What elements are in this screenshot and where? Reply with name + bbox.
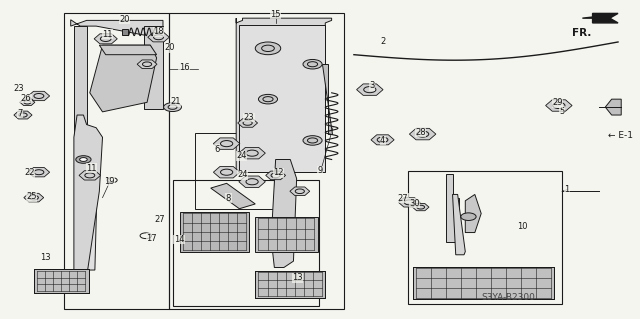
Polygon shape (24, 193, 44, 202)
Bar (65, 13, 170, 309)
Text: 11: 11 (102, 30, 113, 39)
Polygon shape (94, 34, 117, 44)
Circle shape (303, 136, 322, 145)
Polygon shape (28, 167, 50, 177)
Polygon shape (465, 195, 481, 233)
Text: 18: 18 (153, 27, 164, 36)
Circle shape (303, 59, 322, 69)
Text: 27: 27 (154, 215, 165, 224)
Polygon shape (74, 26, 86, 137)
Text: 20: 20 (120, 15, 130, 24)
Polygon shape (290, 187, 310, 196)
Circle shape (255, 42, 281, 55)
Circle shape (164, 103, 181, 112)
Text: 7: 7 (17, 109, 22, 118)
Circle shape (259, 94, 278, 104)
Text: 12: 12 (273, 168, 284, 177)
Text: 1: 1 (564, 185, 570, 194)
Text: 22: 22 (24, 168, 35, 177)
Text: 14: 14 (173, 235, 184, 244)
Text: 9: 9 (317, 166, 323, 175)
Polygon shape (266, 171, 285, 180)
Text: 13: 13 (292, 273, 303, 282)
Polygon shape (211, 183, 255, 209)
Polygon shape (322, 64, 332, 134)
Polygon shape (410, 128, 436, 140)
Polygon shape (70, 20, 163, 36)
Text: 24: 24 (237, 170, 248, 179)
Polygon shape (452, 195, 465, 255)
Text: 28: 28 (415, 128, 426, 137)
Polygon shape (83, 172, 97, 270)
Polygon shape (399, 198, 420, 207)
Text: 2: 2 (380, 37, 385, 46)
Polygon shape (356, 84, 383, 95)
Polygon shape (239, 176, 266, 188)
Polygon shape (413, 267, 554, 299)
Circle shape (76, 156, 91, 163)
Polygon shape (213, 138, 240, 149)
Polygon shape (14, 111, 32, 119)
Text: 20: 20 (164, 43, 175, 52)
Bar (195, 132, 275, 209)
Polygon shape (213, 167, 240, 178)
Text: 23: 23 (244, 113, 254, 122)
Text: 11: 11 (86, 164, 97, 173)
Text: 13: 13 (40, 253, 51, 262)
Polygon shape (236, 18, 332, 172)
Circle shape (461, 213, 476, 220)
Text: FR.: FR. (572, 28, 591, 38)
Text: 29: 29 (552, 99, 563, 108)
Text: ← E-1: ← E-1 (608, 131, 633, 140)
Polygon shape (255, 217, 317, 252)
Polygon shape (546, 100, 572, 111)
Polygon shape (148, 33, 170, 42)
Polygon shape (144, 26, 163, 109)
Text: 15: 15 (270, 10, 281, 19)
Polygon shape (34, 269, 88, 293)
Polygon shape (99, 45, 157, 55)
Text: 19: 19 (104, 177, 114, 186)
Polygon shape (239, 147, 266, 159)
Polygon shape (180, 212, 249, 252)
Polygon shape (237, 119, 257, 127)
Polygon shape (446, 174, 459, 242)
Bar (170, 13, 344, 309)
Polygon shape (582, 15, 611, 21)
Bar (408, 171, 562, 304)
Text: 5: 5 (559, 107, 564, 116)
Circle shape (79, 158, 87, 161)
Polygon shape (271, 160, 296, 268)
Text: 6: 6 (214, 145, 220, 154)
Polygon shape (79, 171, 100, 180)
Text: 30: 30 (409, 199, 420, 208)
Text: 25: 25 (26, 192, 36, 202)
Polygon shape (28, 91, 50, 100)
Text: 10: 10 (517, 222, 528, 231)
Text: 27: 27 (397, 194, 408, 203)
Polygon shape (20, 99, 35, 106)
Text: 3: 3 (369, 81, 374, 90)
Text: 17: 17 (146, 234, 157, 243)
Text: S3YA-B2300: S3YA-B2300 (481, 293, 535, 302)
Polygon shape (605, 99, 621, 115)
Polygon shape (239, 25, 325, 172)
Text: 21: 21 (170, 97, 181, 106)
Text: 24: 24 (236, 151, 246, 160)
Text: 23: 23 (13, 84, 24, 93)
Text: 8: 8 (226, 194, 231, 203)
Text: 16: 16 (179, 63, 189, 72)
Polygon shape (137, 60, 157, 69)
Polygon shape (412, 204, 429, 211)
Polygon shape (255, 271, 325, 298)
Polygon shape (90, 45, 157, 112)
Text: 26: 26 (21, 94, 31, 103)
Polygon shape (371, 135, 394, 145)
Polygon shape (593, 13, 618, 23)
Polygon shape (74, 115, 102, 277)
Text: 4: 4 (380, 136, 385, 145)
Polygon shape (122, 29, 128, 35)
Bar (173, 180, 319, 306)
